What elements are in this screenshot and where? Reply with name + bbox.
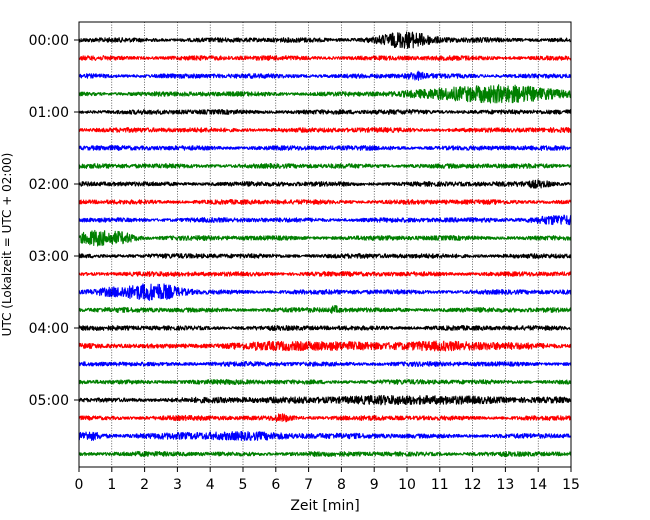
x-tick-label: 12 bbox=[464, 477, 482, 493]
trace-0445 bbox=[78, 378, 572, 385]
x-tick-label: 7 bbox=[304, 477, 313, 493]
x-tick-label: 0 bbox=[75, 477, 84, 493]
trace-0200 bbox=[78, 179, 572, 189]
trace-0530 bbox=[78, 430, 572, 441]
trace-0345 bbox=[78, 304, 572, 314]
x-tick-label: 15 bbox=[562, 477, 580, 493]
trace-0000 bbox=[78, 31, 572, 49]
trace-group bbox=[78, 31, 572, 458]
y-axis-label: UTC (Lokalzeit = UTC + 02:00) bbox=[0, 153, 14, 337]
trace-0515 bbox=[78, 413, 572, 423]
trace-0230 bbox=[78, 214, 572, 226]
y-tick-label: 00:00 bbox=[29, 33, 69, 49]
x-tick-label: 8 bbox=[337, 477, 346, 493]
x-tick-label: 14 bbox=[529, 477, 547, 493]
x-tick-label: 10 bbox=[398, 477, 416, 493]
trace-0315 bbox=[78, 271, 572, 278]
trace-0330 bbox=[78, 283, 572, 301]
plot-frame bbox=[78, 21, 572, 468]
trace-0400 bbox=[78, 325, 572, 332]
trace-0500 bbox=[78, 394, 572, 406]
y-tick-label: 02:00 bbox=[29, 177, 69, 193]
y-tick-label: 05:00 bbox=[29, 393, 69, 409]
x-tick-label: 4 bbox=[206, 477, 215, 493]
x-tick-label: 11 bbox=[431, 477, 449, 493]
trace-0300 bbox=[78, 252, 572, 259]
x-axis-ticks: 0 1 2 3 4 5 6 7 8 9 10 11 12 13 14 15 bbox=[75, 467, 580, 493]
y-tick-label: 01:00 bbox=[29, 105, 69, 121]
x-tick-label: 13 bbox=[496, 477, 514, 493]
x-tick-label: 2 bbox=[140, 477, 149, 493]
x-tick-label: 1 bbox=[107, 477, 116, 493]
trace-0115 bbox=[78, 127, 572, 133]
trace-0130 bbox=[78, 145, 572, 152]
x-tick-label: 5 bbox=[239, 477, 248, 493]
trace-0145 bbox=[78, 163, 572, 170]
trace-0415 bbox=[78, 340, 572, 352]
y-tick-label: 03:00 bbox=[29, 249, 69, 265]
y-tick-label: 04:00 bbox=[29, 321, 69, 337]
trace-0045 bbox=[78, 84, 572, 104]
trace-0430 bbox=[78, 360, 572, 368]
x-tick-label: 6 bbox=[271, 477, 280, 493]
trace-0215 bbox=[78, 199, 572, 205]
trace-0030 bbox=[78, 70, 572, 81]
x-axis-label: Zeit [min] bbox=[290, 498, 359, 514]
trace-0100 bbox=[78, 109, 572, 115]
x-tick-label: 9 bbox=[370, 477, 379, 493]
y-axis-ticks: 00:00 01:00 02:00 03:00 04:00 05:00 bbox=[29, 33, 79, 409]
x-tick-label: 3 bbox=[173, 477, 182, 493]
trace-0545 bbox=[78, 450, 572, 458]
trace-0015 bbox=[78, 54, 572, 61]
trace-0245 bbox=[78, 229, 572, 247]
